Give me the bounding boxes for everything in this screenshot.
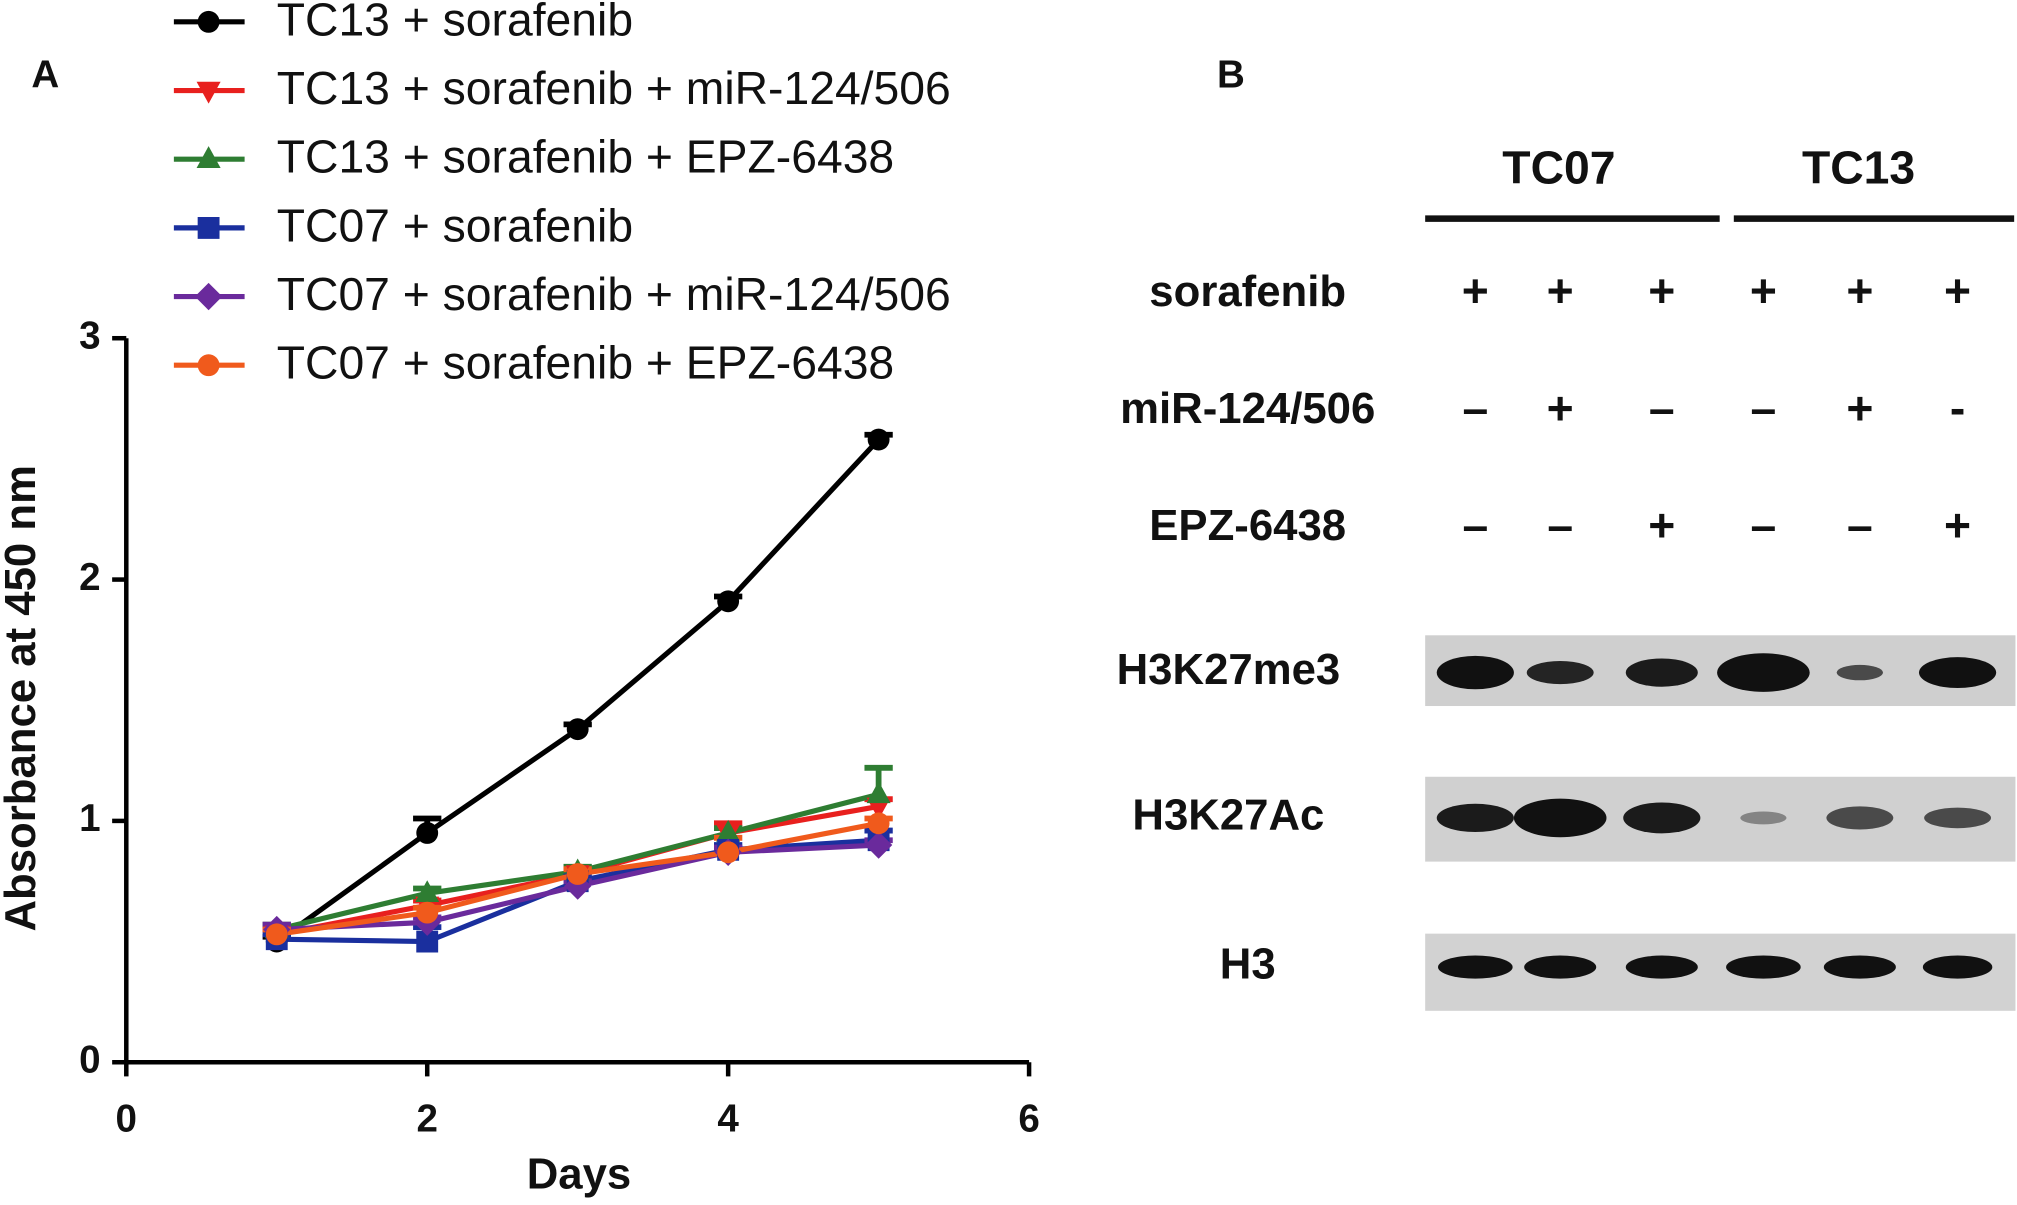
band [1922, 955, 1993, 979]
legend-marker [196, 81, 221, 104]
marker [867, 428, 890, 451]
x-axis-title: Days [527, 1149, 632, 1198]
treatment-sign: + [1846, 382, 1873, 434]
treatment-sign: – [1462, 499, 1488, 551]
band-label: H3 [1220, 940, 1276, 989]
y-tick-label: 2 [79, 556, 100, 599]
marker [416, 822, 439, 844]
band [1436, 803, 1514, 833]
treatment-sign: - [1950, 382, 1965, 434]
marker [717, 841, 740, 864]
marker [265, 923, 288, 946]
marker [415, 880, 440, 903]
y-axis-title: Absorbance at 450 nm [0, 465, 45, 932]
marker [866, 797, 891, 820]
band [1524, 955, 1597, 979]
panel-label: B [1217, 53, 1245, 96]
legend-label: TC13 + sorafenib [277, 0, 633, 45]
band [1823, 955, 1896, 979]
y-tick-label: 0 [79, 1038, 100, 1081]
treatment-sign: – [1462, 382, 1488, 434]
band-label: H3K27Ac [1132, 790, 1324, 839]
legend-marker [197, 216, 220, 239]
legend-marker [197, 354, 220, 377]
band-label: H3K27me3 [1117, 645, 1341, 694]
y-tick-label: 3 [79, 314, 100, 357]
band [1836, 664, 1883, 681]
y-tick-label: 1 [79, 797, 100, 840]
marker [717, 590, 740, 613]
band [1513, 798, 1607, 838]
treatment-sign: – [1847, 499, 1873, 551]
x-tick-label: 6 [1018, 1098, 1039, 1141]
band [1740, 811, 1787, 825]
treatment-label: miR-124/506 [1120, 384, 1375, 433]
legend-marker [196, 146, 221, 168]
marker [566, 718, 589, 741]
band [1726, 955, 1801, 979]
group-label: TC07 [1502, 141, 1615, 193]
x-tick-label: 4 [717, 1098, 739, 1141]
panel-label: A [31, 53, 59, 96]
marker [566, 863, 589, 885]
band [1438, 955, 1513, 979]
treatment-sign: – [1751, 382, 1777, 434]
treatment-sign: + [1944, 265, 1971, 317]
treatment-sign: + [1750, 265, 1777, 317]
legend-marker [197, 10, 220, 33]
treatment-sign: + [1944, 499, 1971, 551]
treatment-sign: + [1846, 265, 1873, 317]
x-tick-label: 2 [416, 1098, 437, 1141]
marker [866, 781, 891, 804]
treatment-sign: – [1751, 499, 1777, 551]
group-label: TC13 [1802, 141, 1915, 193]
band [1919, 657, 1997, 689]
treatment-sign: – [1649, 382, 1675, 434]
band [1826, 806, 1894, 830]
band [1623, 802, 1701, 834]
band [1625, 955, 1698, 979]
treatment-sign: + [1648, 499, 1675, 551]
treatment-sign: + [1547, 265, 1574, 317]
treatment-label: EPZ-6438 [1149, 501, 1346, 550]
legend-label: TC13 + sorafenib + EPZ-6438 [277, 131, 894, 183]
band [1717, 653, 1810, 692]
legend-marker [194, 282, 223, 311]
band [1924, 807, 1992, 829]
blot-strip [1425, 933, 2016, 1011]
legend-label: TC13 + sorafenib + miR-124/506 [277, 62, 951, 114]
treatment-label: sorafenib [1149, 267, 1346, 316]
legend-label: TC07 + sorafenib [277, 199, 633, 251]
marker [416, 930, 439, 953]
band [1436, 655, 1514, 690]
band [1625, 658, 1698, 687]
treatment-sign: + [1648, 265, 1675, 317]
marker [867, 812, 890, 835]
treatment-sign: – [1547, 499, 1573, 551]
x-tick-label: 0 [116, 1098, 137, 1141]
band [1526, 661, 1594, 685]
marker [716, 819, 741, 842]
treatment-sign: + [1462, 265, 1489, 317]
treatment-sign: + [1547, 382, 1574, 434]
marker [864, 831, 893, 859]
legend-label: TC07 + sorafenib + EPZ-6438 [277, 337, 894, 389]
legend-label: TC07 + sorafenib + miR-124/506 [277, 268, 951, 320]
marker [416, 901, 439, 924]
